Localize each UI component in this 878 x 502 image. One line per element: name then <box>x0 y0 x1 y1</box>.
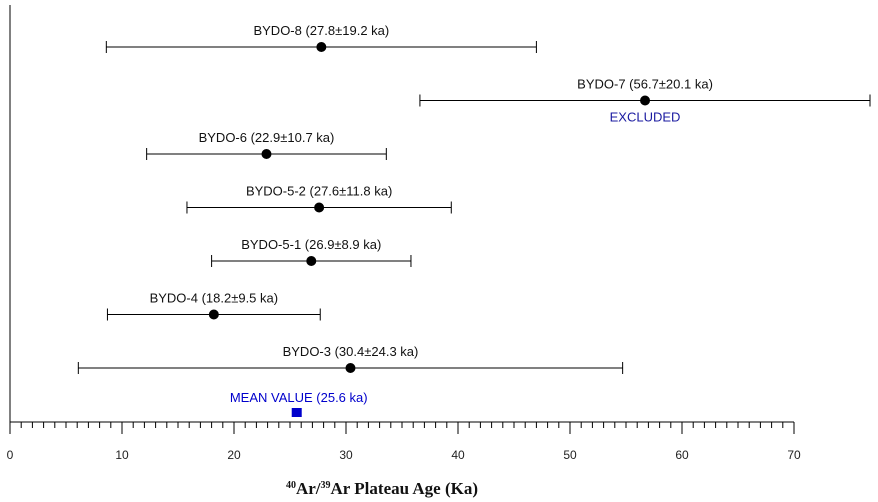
x-tick-label: 60 <box>675 448 689 462</box>
mean-value-label: MEAN VALUE (25.6 ka) <box>230 390 368 405</box>
data-point <box>306 256 317 266</box>
x-tick-label: 40 <box>451 448 465 462</box>
x-tick-label: 20 <box>227 448 241 462</box>
sample-label: BYDO-5-2 (27.6±11.8 ka) <box>246 184 392 199</box>
sample-bydo-8: BYDO-8 (27.8±19.2 ka) <box>105 23 537 53</box>
x-axis-title-part-1: Ar/ <box>296 479 321 498</box>
sample-bydo-5-1: BYDO-5-1 (26.9±8.9 ka) <box>211 237 412 267</box>
sample-label: BYDO-4 (18.2±9.5 ka) <box>150 291 279 306</box>
x-tick-label: 70 <box>787 448 801 462</box>
sample-series: BYDO-8 (27.8±19.2 ka) BYDO-7 (56.7±20.1 k… <box>77 23 871 374</box>
sample-bydo-5-2: BYDO-5-2 (27.6±11.8 ka) <box>186 184 452 214</box>
data-point <box>345 363 356 373</box>
data-point <box>314 202 325 213</box>
sample-label: BYDO-5-1 (26.9±8.9 ka) <box>241 237 381 252</box>
x-tick-label: 0 <box>7 448 14 462</box>
x-major-ticks <box>9 422 795 434</box>
x-axis-title-part-2: Ar Plateau Age (Ka) <box>331 479 478 498</box>
sample-bydo-6: BYDO-6 (22.9±10.7 ka) <box>146 130 387 160</box>
sample-label: BYDO-6 (22.9±10.7 ka) <box>199 130 335 145</box>
data-point <box>316 42 327 52</box>
mean-value-marker <box>291 408 302 417</box>
sample-label: BYDO-3 (30.4±24.3 ka) <box>283 344 419 359</box>
x-axis-title-sup-40: 40 <box>286 480 296 491</box>
sample-label: BYDO-8 (27.8±19.2 ka) <box>253 23 389 38</box>
data-point <box>640 95 651 106</box>
excluded-note: EXCLUDED <box>610 110 681 125</box>
x-tick-labels: 0 10 20 30 40 50 60 70 <box>7 448 801 462</box>
sample-label: BYDO-7 (56.7±20.1 ka) <box>577 77 713 92</box>
x-tick-label: 10 <box>115 448 129 462</box>
data-point <box>208 309 219 320</box>
x-axis-title-sup-39: 39 <box>321 480 331 491</box>
sample-bydo-4: BYDO-4 (18.2±9.5 ka) <box>106 291 321 321</box>
sample-bydo-7: BYDO-7 (56.7±20.1 ka) EXCLUDED <box>419 77 871 125</box>
x-minor-ticks <box>20 422 784 428</box>
mean-value-group: MEAN VALUE (25.6 ka) <box>230 390 368 417</box>
x-tick-label: 50 <box>563 448 577 462</box>
data-point <box>261 149 272 159</box>
sample-bydo-3: BYDO-3 (30.4±24.3 ka) <box>77 344 624 374</box>
x-tick-label: 30 <box>339 448 353 462</box>
x-axis-title: 40Ar/39Ar Plateau Age (Ka) <box>286 479 478 498</box>
